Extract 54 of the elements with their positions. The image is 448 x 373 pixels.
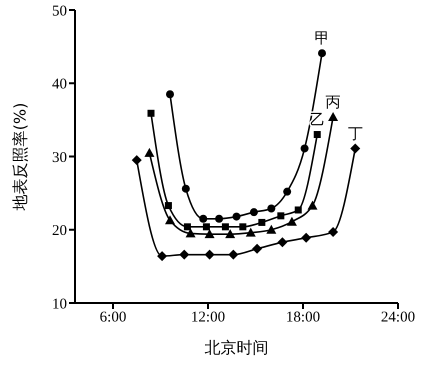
point [184, 223, 191, 230]
y-tick-label: 10 [52, 296, 67, 312]
point [277, 237, 288, 248]
series-label: 丙 [326, 92, 341, 111]
y-axis-title: 地表反照率(%) [10, 102, 30, 212]
point [186, 228, 196, 238]
point [252, 244, 262, 254]
point [350, 143, 360, 154]
point [308, 200, 318, 210]
point [314, 131, 321, 138]
series-label: 甲 [314, 29, 330, 48]
point [232, 212, 240, 221]
point [294, 206, 302, 214]
point [199, 214, 208, 223]
y-tick-label: 20 [52, 223, 67, 240]
x-tick-label: 12:00 [190, 310, 226, 326]
point [204, 250, 215, 260]
point [328, 226, 338, 237]
point [318, 49, 326, 58]
y-tick-label: 40 [52, 76, 67, 93]
point [286, 216, 297, 226]
point [182, 184, 190, 193]
y-tick-label: 30 [52, 150, 67, 166]
point [222, 223, 229, 230]
point [164, 202, 172, 210]
point [283, 188, 292, 196]
y-tick-label: 50 [52, 3, 67, 20]
point [328, 112, 338, 121]
point [250, 208, 258, 216]
point [228, 250, 238, 260]
point [148, 110, 154, 117]
x-axis-title: 北京时间 [204, 338, 268, 357]
series-label: 丁 [348, 124, 363, 142]
x-tick-label: 24:00 [380, 310, 416, 326]
point [246, 228, 256, 237]
point [267, 204, 276, 213]
point [215, 214, 224, 223]
point [300, 144, 309, 152]
point [266, 224, 276, 234]
point [277, 212, 284, 220]
point [204, 229, 215, 238]
point [301, 232, 312, 243]
point [132, 155, 142, 166]
point [157, 251, 168, 262]
point [144, 148, 154, 157]
x-tick-label: 6:00 [100, 310, 126, 326]
x-tick-label: 18:00 [286, 310, 320, 326]
point [165, 215, 175, 224]
point [258, 218, 266, 226]
point [225, 229, 236, 238]
point [166, 90, 174, 98]
point [202, 223, 210, 230]
point [179, 250, 190, 260]
point [239, 223, 246, 230]
